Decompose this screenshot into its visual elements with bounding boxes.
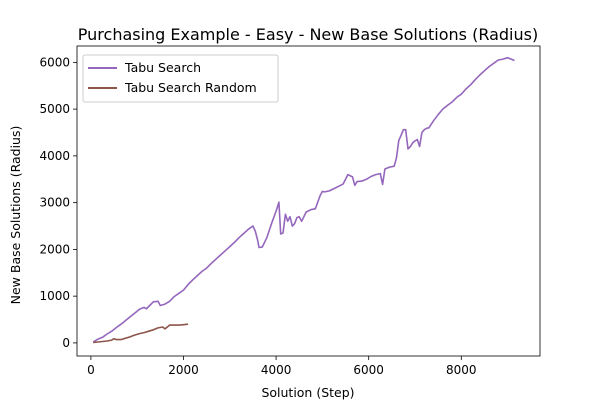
legend-label-tabu-search-random: Tabu Search Random [124,80,257,95]
y-tick-label: 0 [62,336,70,350]
x-tick-label: 2000 [168,363,199,377]
legend-label-tabu-search: Tabu Search [124,60,201,75]
plot-area [76,45,541,357]
y-tick-label: 6000 [39,55,70,69]
x-axis: 0 2000 4000 6000 8000 [87,356,477,377]
x-tick-label: 6000 [353,363,384,377]
chart-title: Purchasing Example - Easy - New Base Sol… [78,25,538,44]
series-line-tabu-search [92,56,515,343]
y-tick-label: 2000 [39,242,70,256]
x-axis-label: Solution (Step) [261,385,354,400]
y-tick-label: 5000 [39,102,70,116]
legend-box [82,54,279,103]
x-tick-label: 4000 [261,363,292,377]
y-axis-label: New Base Solutions (Radius) [8,126,23,305]
y-axis: 0 1000 2000 3000 4000 5000 6000 [39,55,77,350]
legend: Tabu Search Tabu Search Random [82,54,279,103]
y-tick-label: 1000 [39,289,70,303]
y-tick-label: 4000 [39,149,70,163]
plot-frame [76,45,541,357]
x-tick-label: 0 [87,363,95,377]
y-tick-label: 3000 [39,196,70,210]
series-line-tabu-search-random [93,323,189,344]
x-tick-label: 8000 [446,363,477,377]
